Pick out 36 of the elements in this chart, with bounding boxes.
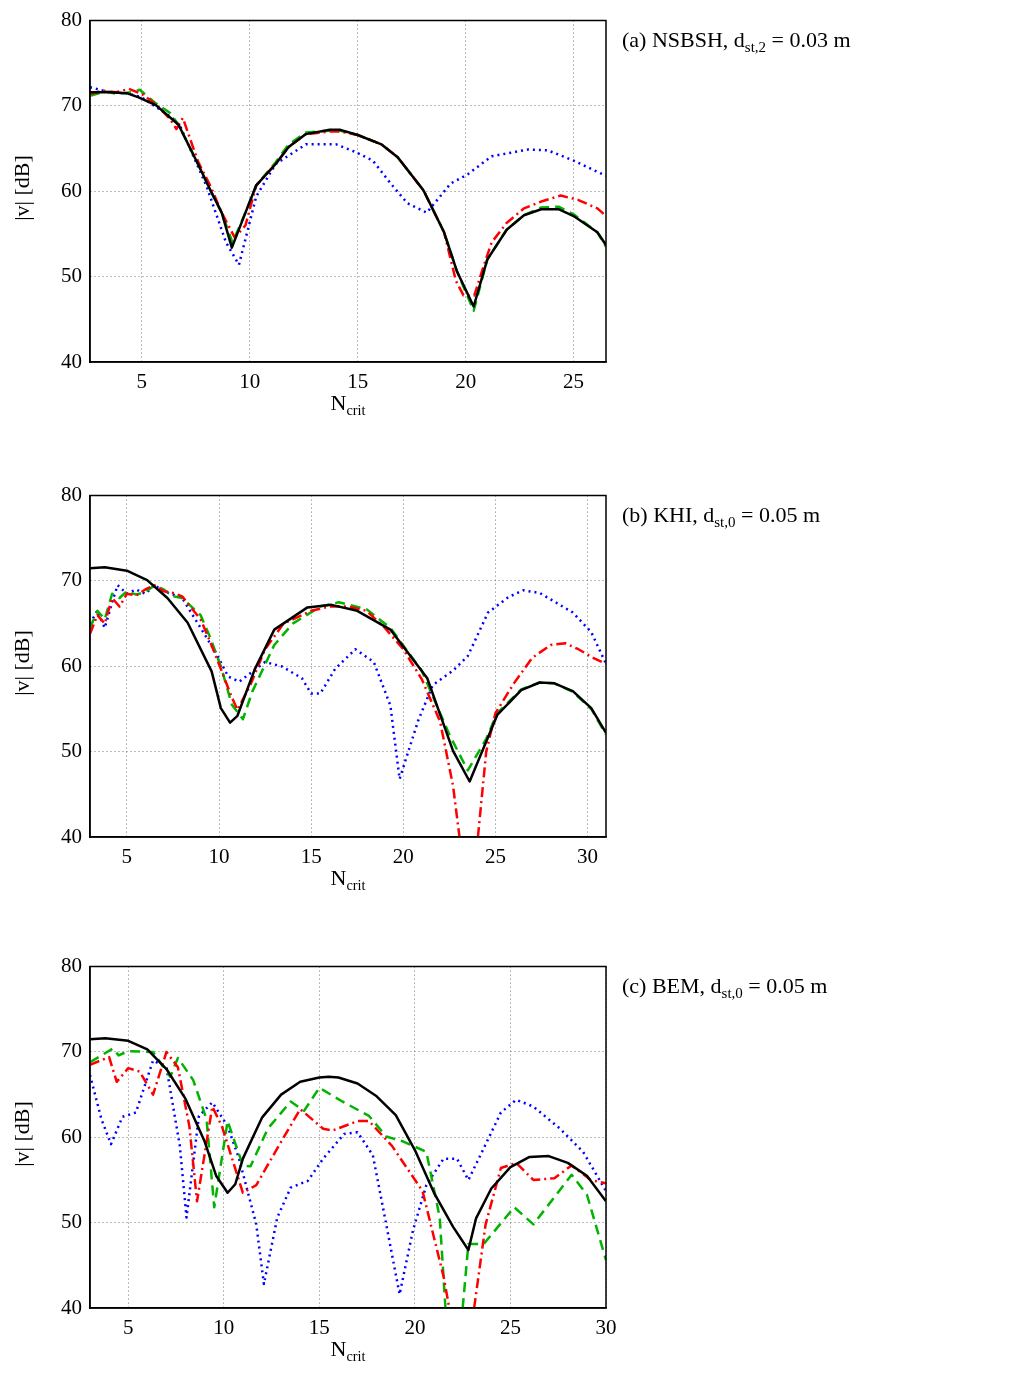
x-tick-label: 25	[563, 369, 585, 394]
x-tick-label: 20	[392, 844, 414, 869]
x-tick-label: 10	[213, 1315, 235, 1340]
y-tick-label: 60	[61, 1123, 82, 1148]
y-tick-label: 60	[61, 177, 82, 202]
y-tick-label: 70	[61, 567, 82, 592]
x-tick-label: 5	[122, 1315, 134, 1340]
y-tick-label: 70	[61, 1038, 82, 1063]
x-tick-label: 25	[484, 844, 506, 869]
x-tick-label: 30	[595, 1315, 617, 1340]
y-tick-label: 50	[61, 738, 82, 763]
x-tick-label: 10	[239, 369, 261, 394]
y-tick-label: 80	[61, 482, 82, 507]
x-axis-title: N$_{crit}$	[330, 865, 366, 894]
y-axis-title: |v| [dB]	[9, 155, 35, 221]
x-tick-label: 5	[136, 369, 148, 394]
x-tick-label: 10	[208, 844, 230, 869]
y-axis-title: |v| [dB]	[9, 630, 35, 696]
y-tick-label: 80	[61, 953, 82, 978]
y-tick-label: 40	[61, 348, 82, 373]
x-tick-label: 15	[300, 844, 322, 869]
y-tick-label: 60	[61, 652, 82, 677]
x-axis-title: N$_{crit}$	[330, 1336, 366, 1365]
x-tick-label: 25	[499, 1315, 521, 1340]
y-tick-label: 40	[61, 823, 82, 848]
y-axis-title: |v| [dB]	[9, 1101, 35, 1167]
x-tick-label: 20	[455, 369, 477, 394]
y-tick-label: 70	[61, 92, 82, 117]
y-tick-label: 50	[61, 1209, 82, 1234]
x-tick-label: 20	[404, 1315, 426, 1340]
x-tick-label: 5	[121, 844, 133, 869]
x-tick-label: 15	[308, 1315, 330, 1340]
y-tick-label: 80	[61, 7, 82, 32]
x-tick-label: 30	[577, 844, 599, 869]
y-tick-label: 40	[61, 1294, 82, 1319]
y-tick-label: 50	[61, 263, 82, 288]
